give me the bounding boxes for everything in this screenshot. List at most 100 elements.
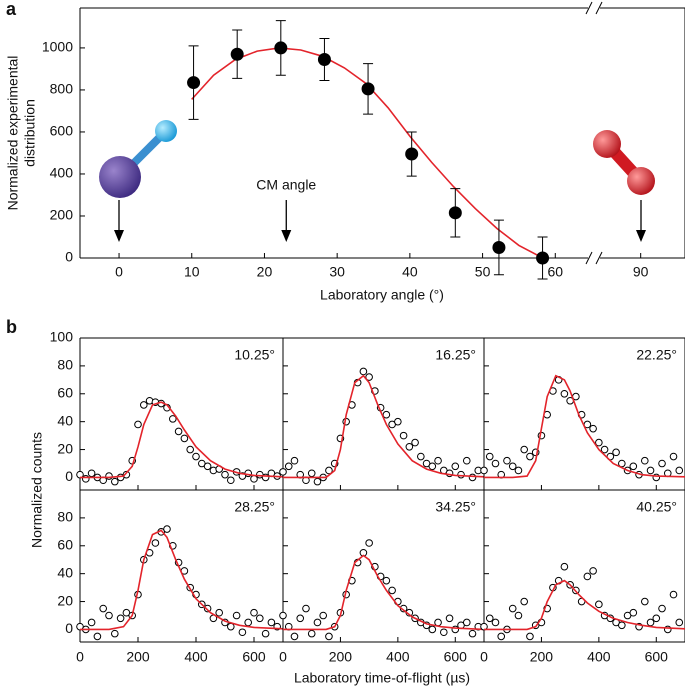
data-point [382, 410, 391, 419]
data-point [302, 604, 310, 613]
data-point [279, 468, 287, 476]
x-tick-label: 200 [530, 649, 554, 665]
data-point [256, 614, 264, 623]
data-point [508, 462, 517, 471]
y-tick-label: 0 [65, 468, 73, 484]
fit-line [484, 579, 685, 631]
y-tick-label: 80 [57, 509, 73, 525]
fit-line [283, 374, 485, 479]
data-point [503, 456, 511, 465]
data-point [186, 445, 194, 454]
data-point [105, 611, 113, 620]
data-point [307, 469, 316, 478]
data-point [290, 632, 299, 641]
data-point [192, 452, 200, 461]
data-point [514, 611, 523, 620]
data-point [428, 462, 437, 471]
data-point [658, 604, 666, 613]
y-tick-label: 1000 [42, 39, 73, 55]
data-point [675, 466, 684, 475]
data-point [646, 618, 655, 627]
data-point [365, 373, 373, 381]
data-point [669, 452, 678, 461]
data-point [434, 456, 442, 465]
data-point [267, 618, 276, 627]
data-point [560, 389, 569, 398]
y-tick-label: 100 [50, 329, 74, 345]
data-point [111, 477, 119, 486]
data-point [526, 632, 534, 641]
data-point [230, 47, 244, 61]
data-point [250, 475, 258, 483]
x-tick-label: 600 [444, 649, 468, 665]
x-tick-label: 50 [475, 264, 491, 280]
x-tick-label: 400 [184, 649, 208, 665]
data-point [180, 434, 189, 443]
x-tick-label: 200 [329, 649, 353, 665]
data-point [417, 452, 425, 461]
panel-label: b [6, 317, 17, 337]
data-point [307, 629, 316, 638]
data-point [462, 456, 471, 465]
y-axis-label: distribution [22, 99, 38, 167]
y-tick-label: 0 [65, 249, 73, 265]
data-point [428, 625, 437, 634]
data-point [116, 614, 125, 623]
axis-break [595, 251, 603, 265]
panel-title: 28.25° [234, 499, 275, 515]
x-axis-label: Laboratory angle (°) [320, 287, 444, 303]
y-tick-label: 80 [57, 357, 73, 373]
data-point [669, 590, 678, 599]
data-point [382, 576, 391, 585]
data-point [445, 614, 454, 623]
data-point [497, 632, 506, 641]
arrow [636, 200, 646, 242]
data-point [87, 618, 96, 627]
annotation-arrowhead [281, 230, 292, 242]
data-point [514, 466, 523, 475]
data-point [93, 632, 102, 641]
axis-break [595, 1, 603, 15]
fit-line [191, 47, 542, 258]
y-tick-label: 60 [57, 536, 73, 552]
data-point [520, 597, 529, 606]
data-point [274, 41, 288, 55]
axis-break [585, 251, 593, 265]
data-point [652, 614, 661, 623]
x-tick-label: 40 [402, 264, 418, 280]
data-point [618, 459, 626, 468]
data-point [451, 462, 460, 471]
y-tick-label: 40 [57, 412, 73, 428]
arrow [114, 200, 124, 242]
data-point [491, 618, 500, 627]
fit-line [484, 374, 685, 479]
x-axis-label: Laboratory time-of-flight (µs) [294, 670, 470, 686]
data-point [536, 251, 550, 265]
data-point [140, 401, 148, 409]
data-point [589, 567, 597, 575]
molecule-illustration [99, 120, 177, 198]
data-point [600, 445, 609, 454]
y-tick-label: 800 [50, 81, 74, 97]
data-point [411, 438, 419, 447]
fit-line [80, 401, 284, 479]
data-point [508, 604, 517, 613]
panel-title: 40.25° [636, 499, 677, 515]
y-tick-label: 20 [57, 592, 73, 608]
data-point [296, 614, 305, 623]
fit-line [283, 554, 485, 631]
x-tick-label: 0 [76, 649, 84, 665]
data-point [169, 415, 177, 423]
data-point [134, 420, 142, 429]
data-point [221, 470, 229, 479]
y-tick-label: 600 [50, 123, 74, 139]
data-point [520, 445, 529, 454]
x-tick-label: 600 [645, 649, 669, 665]
data-point [187, 76, 201, 90]
data-point [319, 611, 328, 620]
data-point [284, 462, 293, 471]
data-point [646, 466, 655, 475]
x-tick-label: 0 [115, 264, 123, 280]
y-axis-label: Normalized counts [29, 432, 45, 548]
